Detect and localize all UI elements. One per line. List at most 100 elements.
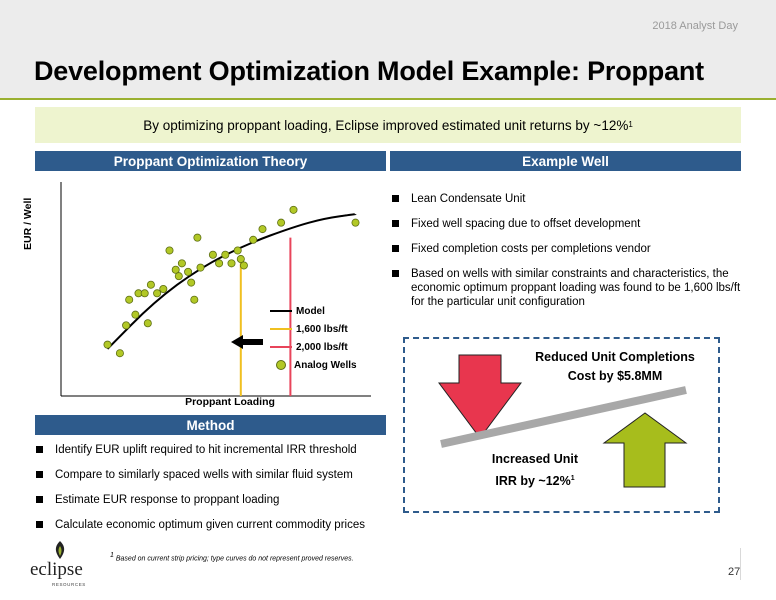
header-band [0,0,776,98]
analog-well-point [277,218,286,227]
bullet-text: Identify EUR uplift required to hit incr… [55,444,357,456]
proppant-chart [60,182,371,397]
legend-swatch-2000 [270,346,292,348]
list-item: Fixed completion costs per completions v… [392,242,744,256]
list-item: Lean Condensate Unit [392,192,744,206]
x-axis-label: Proppant Loading [185,396,275,408]
legend-item-model: Model [270,302,357,320]
analog-well-point [289,205,298,214]
analog-well-point [140,289,149,298]
bullet-icon [392,245,399,252]
event-label: 2018 Analyst Day [652,20,738,32]
analog-well-point [122,321,131,330]
callout-box: By optimizing proppant loading, Eclipse … [35,107,741,143]
page-divider [740,548,741,580]
footnote-text: Based on current strip pricing; type cur… [115,555,354,563]
bullet-text: Estimate EUR response to proppant loadin… [55,494,280,506]
chart-legend: Model 1,600 lbs/ft 2,000 lbs/ft Analog W… [270,302,357,374]
list-item: Compare to similarly spaced wells with s… [36,468,386,482]
callout-text: By optimizing proppant loading, Eclipse … [143,117,629,133]
bullet-icon [36,446,43,453]
bullet-text: Fixed completion costs per completions v… [411,243,651,255]
list-item: Estimate EUR response to proppant loadin… [36,493,386,507]
analog-well-point [208,250,217,259]
bullet-text: Compare to similarly spaced wells with s… [55,469,353,481]
increased-irr-text: Increased Unit IRR by ~12%1 [460,450,610,491]
analog-well-point [103,340,112,349]
footnote: 1 Based on current strip pricing; type c… [110,552,354,562]
method-list: Identify EUR uplift required to hit incr… [36,443,386,543]
legend-label-analog: Analog Wells [294,359,357,371]
analog-well-point [131,310,140,319]
analog-well-point [159,285,168,294]
legend-label-model: Model [296,305,325,317]
list-item: Fixed well spacing due to offset develop… [392,217,744,231]
page-title: Development Optimization Model Example: … [34,56,704,86]
method-header-label: Method [186,417,235,433]
method-header: Method [35,415,386,435]
analog-well-point [184,267,193,276]
logo-subtext: RESOURCES [52,582,86,587]
header-rule [0,98,776,100]
theory-header: Proppant Optimization Theory [35,151,386,171]
up-arrow-icon [602,412,688,488]
analog-well-point [221,250,230,259]
list-item: Based on wells with similar constraints … [392,267,744,309]
analog-well-point [190,295,199,304]
analog-well-point [177,259,186,268]
bullet-text: Based on wells with similar constraints … [411,268,741,308]
analog-well-point [239,261,248,270]
legend-swatch-model [270,310,292,312]
example-well-list: Lean Condensate Unit Fixed well spacing … [392,192,744,320]
example-well-header: Example Well [390,151,741,171]
increased-irr-mark: 1 [570,475,575,482]
legend-swatch-analog [276,360,286,370]
analog-well-point [351,218,360,227]
seesaw-bar [440,386,687,448]
down-arrow-icon [438,354,522,439]
reduced-cost-text: Reduced Unit Completions Cost by $5.8MM [500,348,730,386]
result-box [403,337,720,513]
analog-well-point [125,295,134,304]
bullet-icon [36,521,43,528]
page-number: 27 [728,566,741,578]
analog-well-point [174,272,183,281]
model-curve [106,213,356,350]
analog-well-point [233,246,242,255]
bullet-icon [36,471,43,478]
bullet-icon [392,195,399,202]
y-axis-label: EUR / Well [22,197,34,250]
legend-label-1600: 1,600 lbs/ft [296,323,348,335]
analog-well-point [249,235,258,244]
result-graphic [438,354,688,488]
reduced-cost-line2: Cost by $5.8MM [567,369,663,383]
analog-well-point [143,319,152,328]
analog-well-point [146,280,155,289]
legend-swatch-1600 [270,328,292,330]
analog-well-point [153,289,162,298]
analog-well-point [196,263,205,272]
bullet-text: Calculate economic optimum given current… [55,519,365,531]
logo-wordmark: eclipse [30,559,83,580]
company-logo: eclipse RESOURCES [30,540,90,590]
analog-well-point [187,278,196,287]
analog-well-point [115,349,124,358]
analog-well-point [165,246,174,255]
analog-well-point [215,259,224,268]
theory-header-label: Proppant Optimization Theory [113,153,308,169]
bullet-icon [392,220,399,227]
legend-label-2000: 2,000 lbs/ft [296,341,348,353]
increased-irr-line2-wrap: IRR by ~12%1 [460,469,610,491]
left-arrow-icon [231,335,263,349]
analog-well-point [236,255,245,264]
bullet-icon [36,496,43,503]
analog-well-point [171,265,180,274]
legend-item-analog: Analog Wells [270,356,357,374]
reduced-cost-line1: Reduced Unit Completions [535,350,695,364]
footnote-mark: 1 [110,552,114,559]
increased-irr-line1: Increased Unit [491,452,579,466]
bullet-text: Fixed well spacing due to offset develop… [411,218,641,230]
flame-icon [55,541,65,559]
list-item: Identify EUR uplift required to hit incr… [36,443,386,457]
legend-item-1600: 1,600 lbs/ft [270,320,357,338]
